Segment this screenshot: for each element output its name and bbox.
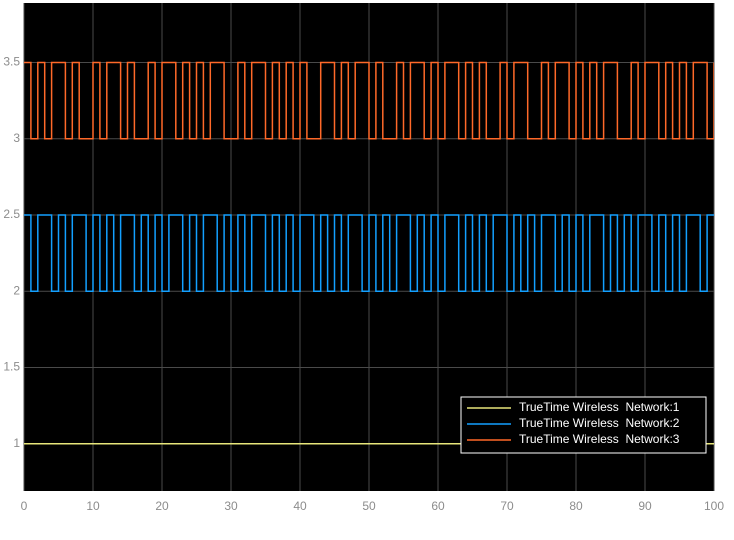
x-tick-label: 20 — [155, 499, 169, 513]
legend-label: TrueTime Wireless Network:3 — [519, 432, 680, 446]
x-tick-label: 40 — [293, 499, 307, 513]
x-tick-label: 70 — [500, 499, 514, 513]
y-tick-label: 1 — [13, 436, 20, 450]
y-tick-label: 1.5 — [3, 360, 20, 374]
legend-label: TrueTime Wireless Network:2 — [519, 416, 680, 430]
x-tick-label: 0 — [21, 499, 28, 513]
y-tick-label: 3.5 — [3, 55, 20, 69]
x-tick-label: 100 — [704, 499, 724, 513]
y-tick-label: 2.5 — [3, 207, 20, 221]
y-tick-label: 2 — [13, 283, 20, 297]
x-tick-label: 80 — [569, 499, 583, 513]
x-tick-label: 10 — [86, 499, 100, 513]
x-tick-label: 30 — [224, 499, 238, 513]
x-tick-label: 90 — [638, 499, 652, 513]
legend-box — [460, 396, 707, 454]
y-tick-label: 3 — [13, 131, 20, 145]
x-tick-label: 50 — [362, 499, 376, 513]
legend-label: TrueTime Wireless Network:1 — [519, 400, 680, 414]
series-line — [24, 61, 714, 140]
x-tick-label: 60 — [431, 499, 445, 513]
series-line — [24, 214, 714, 292]
